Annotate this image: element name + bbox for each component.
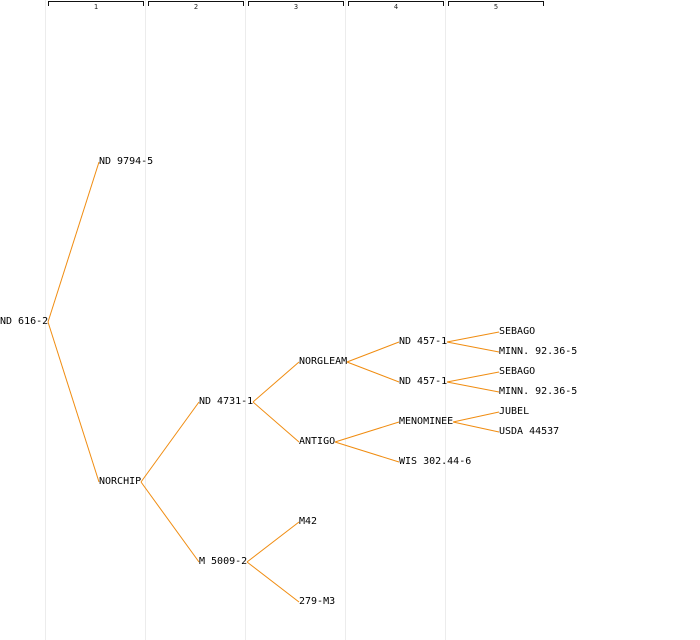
pedigree-edge: [446, 381, 500, 393]
pedigree-edge: [140, 401, 200, 483]
pedigree-edge: [252, 361, 300, 403]
pedigree-edge: [446, 331, 500, 343]
pedigree-node[interactable]: ANTIGO: [299, 436, 336, 447]
pedigree-edge: [446, 371, 500, 383]
pedigree-edge: [452, 421, 500, 433]
generation-number: 5: [493, 3, 499, 11]
generation-gridline: [45, 0, 46, 640]
generation-bracket: [48, 1, 144, 6]
pedigree-node[interactable]: SEBAGO: [499, 326, 536, 337]
pedigree-node[interactable]: MINN. 92.36-5: [499, 346, 578, 357]
pedigree-node[interactable]: MINN. 92.36-5: [499, 386, 578, 397]
pedigree-edge: [446, 341, 500, 353]
pedigree-node[interactable]: M42: [299, 516, 318, 527]
generation-bracket: [348, 1, 444, 6]
generation-bracket: [448, 1, 544, 6]
generation-number: 4: [393, 3, 399, 11]
pedigree-node[interactable]: NORGLEAM: [299, 356, 348, 367]
generation-number: 3: [293, 3, 299, 11]
pedigree-node[interactable]: WIS 302.44-6: [399, 456, 472, 467]
pedigree-node[interactable]: ND 9794-5: [99, 156, 154, 167]
pedigree-edge: [334, 441, 400, 463]
generation-gridline: [145, 0, 146, 640]
pedigree-edge: [452, 411, 500, 423]
pedigree-node[interactable]: ND 457-1: [399, 376, 448, 387]
generation-gridline: [445, 0, 446, 640]
generation-bracket: [148, 1, 244, 6]
pedigree-node[interactable]: SEBAGO: [499, 366, 536, 377]
pedigree-node[interactable]: ND 616-2: [0, 316, 49, 327]
pedigree-node[interactable]: 279-M3: [299, 596, 336, 607]
pedigree-edge: [346, 361, 400, 383]
pedigree-edge: [246, 521, 300, 563]
generation-number: 2: [193, 3, 199, 11]
pedigree-node[interactable]: USDA 44537: [499, 426, 560, 437]
pedigree-node[interactable]: JUBEL: [499, 406, 530, 417]
pedigree-node[interactable]: ND 4731-1: [199, 396, 254, 407]
generation-header: 1 2 3 4 5: [0, 0, 700, 14]
generation-gridline: [345, 0, 346, 640]
pedigree-edge: [334, 421, 400, 443]
pedigree-edge: [252, 401, 300, 443]
pedigree-edge: [47, 321, 100, 483]
generation-number: 1: [93, 3, 99, 11]
pedigree-node[interactable]: NORCHIP: [99, 476, 142, 487]
pedigree-edge: [246, 561, 300, 603]
pedigree-node[interactable]: M 5009-2: [199, 556, 248, 567]
generation-gridline: [245, 0, 246, 640]
pedigree-edge: [140, 481, 200, 563]
pedigree-edge: [346, 341, 400, 363]
pedigree-edge: [47, 161, 100, 323]
pedigree-node[interactable]: ND 457-1: [399, 336, 448, 347]
pedigree-node[interactable]: MENOMINEE: [399, 416, 454, 427]
generation-bracket: [248, 1, 344, 6]
